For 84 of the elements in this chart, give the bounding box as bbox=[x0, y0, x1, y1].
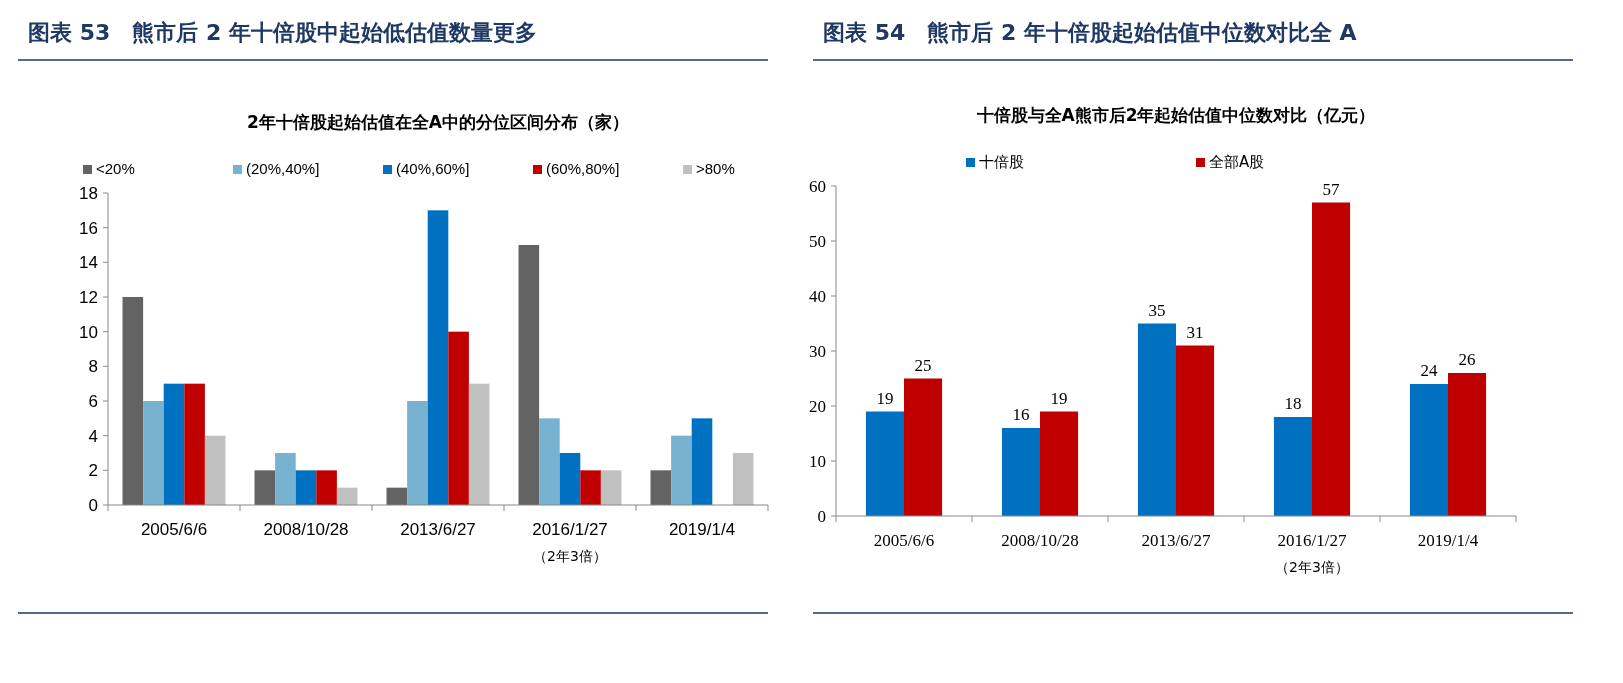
bar bbox=[865, 411, 904, 516]
x-tick-label: 2013/6/27 bbox=[400, 520, 476, 539]
y-tick-label: 4 bbox=[88, 426, 98, 446]
bar bbox=[407, 401, 428, 505]
bar bbox=[1409, 384, 1448, 516]
y-tick-label: 10 bbox=[809, 452, 826, 471]
bar bbox=[427, 210, 449, 505]
y-tick-label: 12 bbox=[79, 288, 98, 307]
chart-title: 图表 53 熊市后 2 年十倍股中起始低估值数量更多 bbox=[28, 20, 537, 45]
chart-title: 图表 54 熊市后 2 年十倍股起始估值中位数对比全 A bbox=[823, 20, 1357, 45]
y-tick-label: 10 bbox=[79, 322, 98, 342]
bar bbox=[518, 245, 540, 505]
bar bbox=[671, 435, 692, 505]
y-tick-label: 14 bbox=[79, 253, 98, 273]
legend-label: (40%,60%] bbox=[396, 160, 470, 177]
bar bbox=[691, 418, 713, 505]
y-tick-label: 18 bbox=[79, 184, 98, 203]
bar bbox=[600, 470, 622, 505]
legend-label: (20%,40%] bbox=[246, 160, 320, 177]
bar bbox=[1137, 323, 1176, 516]
bar bbox=[559, 453, 581, 505]
bar bbox=[904, 378, 943, 516]
y-tick-label: 30 bbox=[809, 342, 826, 361]
x-tick-label: 2016/1/27 bbox=[532, 520, 608, 539]
x-tick-label: 2019/1/4 bbox=[668, 520, 736, 539]
bar bbox=[732, 453, 754, 505]
y-tick-label: 8 bbox=[88, 357, 98, 377]
x-tick-label: 2008/10/28 bbox=[263, 520, 349, 539]
data-label: 18 bbox=[1284, 394, 1302, 413]
y-tick-label: 0 bbox=[817, 507, 826, 526]
bar bbox=[539, 418, 560, 505]
bar bbox=[386, 487, 408, 505]
bar bbox=[1273, 417, 1312, 516]
bar bbox=[143, 401, 164, 505]
bar bbox=[163, 383, 185, 505]
data-label: 31 bbox=[1186, 322, 1204, 342]
data-label: 16 bbox=[1012, 405, 1030, 424]
bar bbox=[336, 487, 358, 505]
y-tick-label: 2 bbox=[88, 461, 98, 481]
bar bbox=[1001, 428, 1040, 516]
bar bbox=[650, 470, 672, 505]
data-label: 57 bbox=[1322, 179, 1341, 199]
x-tick-label: 2005/6/6 bbox=[873, 531, 935, 550]
bar bbox=[468, 383, 490, 505]
x-tick-label: 2005/6/6 bbox=[140, 520, 208, 539]
bar bbox=[184, 383, 205, 505]
chart-subtitle: 十倍股与全A熊市后2年起始估值中位数对比（亿元） bbox=[975, 105, 1376, 125]
bar bbox=[580, 470, 601, 505]
y-tick-label: 50 bbox=[809, 232, 826, 251]
bar bbox=[122, 297, 144, 505]
y-tick-label: 20 bbox=[809, 397, 826, 416]
legend-label: <20% bbox=[96, 160, 135, 177]
text: （2年3倍） bbox=[533, 548, 607, 564]
legend-label: (60%,80%] bbox=[546, 160, 620, 177]
y-tick-label: 6 bbox=[88, 392, 98, 411]
bar bbox=[316, 470, 337, 505]
bar bbox=[1176, 345, 1215, 516]
y-tick-label: 40 bbox=[809, 287, 826, 306]
bar bbox=[204, 435, 226, 505]
chart-subtitle: 2年十倍股起始估值在全A中的分位区间分布（家） bbox=[247, 112, 629, 132]
y-tick-label: 0 bbox=[88, 496, 98, 515]
bar bbox=[448, 331, 469, 505]
bar bbox=[1040, 411, 1079, 516]
bar bbox=[275, 453, 296, 505]
data-label: 24 bbox=[1420, 361, 1438, 380]
x-tick-label: 2019/1/4 bbox=[1417, 531, 1479, 550]
data-label: 19 bbox=[1050, 388, 1068, 408]
bar bbox=[254, 470, 276, 505]
data-label: 35 bbox=[1148, 300, 1166, 320]
bar bbox=[1312, 202, 1351, 516]
bar bbox=[295, 470, 317, 505]
data-label: 19 bbox=[876, 388, 894, 408]
data-label: 25 bbox=[914, 355, 932, 375]
legend-label: >80% bbox=[696, 160, 735, 177]
legend-label: 十倍股 bbox=[979, 153, 1024, 171]
text: （2年3倍） bbox=[1275, 559, 1349, 575]
y-tick-label: 16 bbox=[79, 218, 98, 238]
x-tick-label: 2013/6/27 bbox=[1141, 531, 1211, 550]
bar bbox=[1448, 373, 1487, 516]
x-tick-label: 2016/1/27 bbox=[1277, 531, 1347, 550]
y-tick-label: 60 bbox=[809, 177, 826, 196]
data-label: 26 bbox=[1458, 350, 1476, 369]
legend-label: 全部A股 bbox=[1209, 153, 1265, 171]
x-tick-label: 2008/10/28 bbox=[1001, 531, 1079, 550]
